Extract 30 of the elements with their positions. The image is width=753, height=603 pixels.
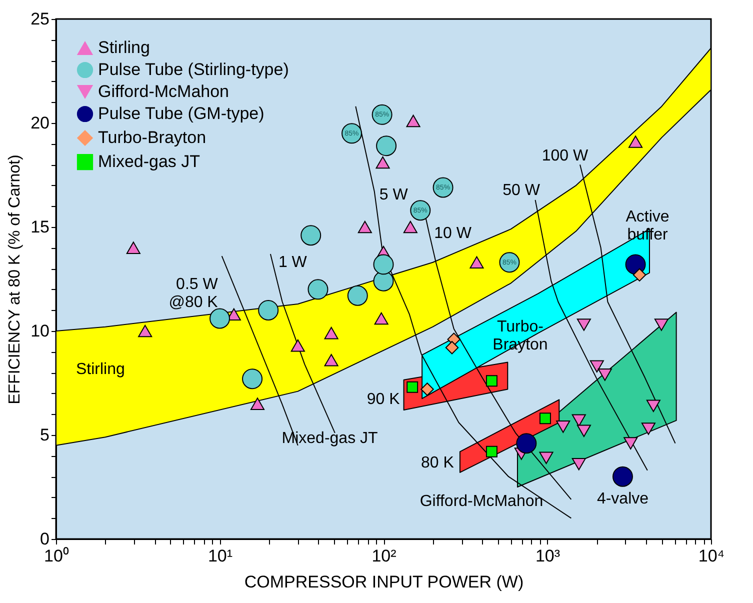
annotation: 80 K: [421, 454, 454, 472]
legend-label: Gifford-McMahon: [98, 82, 230, 101]
legend-label: Turbo-Brayton: [98, 128, 206, 147]
annotation: 0.5 W @80 K: [168, 276, 219, 312]
annotation: 50 W: [502, 182, 541, 199]
annotation: 100 W: [542, 148, 590, 165]
x-tick-label: 10⁴: [698, 546, 725, 566]
x-tick-label: 10¹: [208, 546, 233, 566]
legend-label: Stirling: [98, 38, 150, 57]
x-tick-label: 10⁰: [44, 546, 69, 566]
annotation: Gifford-McMahon: [420, 493, 544, 510]
annotation: 90 K: [366, 391, 400, 408]
annotation: 4-valve: [596, 490, 649, 508]
y-tick-label: 0: [40, 530, 50, 548]
y-tick-label: 20: [30, 114, 50, 132]
annotation: 1 W: [278, 254, 308, 272]
annotation: 10 W: [434, 225, 472, 242]
x-tick-label: 10²: [372, 546, 397, 566]
annotation: 5 W: [379, 186, 409, 204]
legend-label: Pulse Tube (GM-type): [98, 104, 264, 123]
annotation: Stirling: [76, 361, 125, 378]
y-tick-label: 5: [40, 426, 50, 444]
y-tick-label: 10: [30, 322, 50, 340]
x-axis-title: COMPRESSOR INPUT POWER (W): [244, 572, 524, 592]
legend-label: Mixed-gas JT: [98, 152, 200, 171]
legend-label: Pulse Tube (Stirling-type): [98, 60, 289, 79]
x-tick-label: 10³: [535, 546, 560, 566]
y-tick-label: 15: [30, 218, 50, 236]
y-axis-title: EFFICIENCY at 80 K (% of Carnot): [6, 154, 24, 404]
y-tick-label: 25: [30, 10, 50, 28]
